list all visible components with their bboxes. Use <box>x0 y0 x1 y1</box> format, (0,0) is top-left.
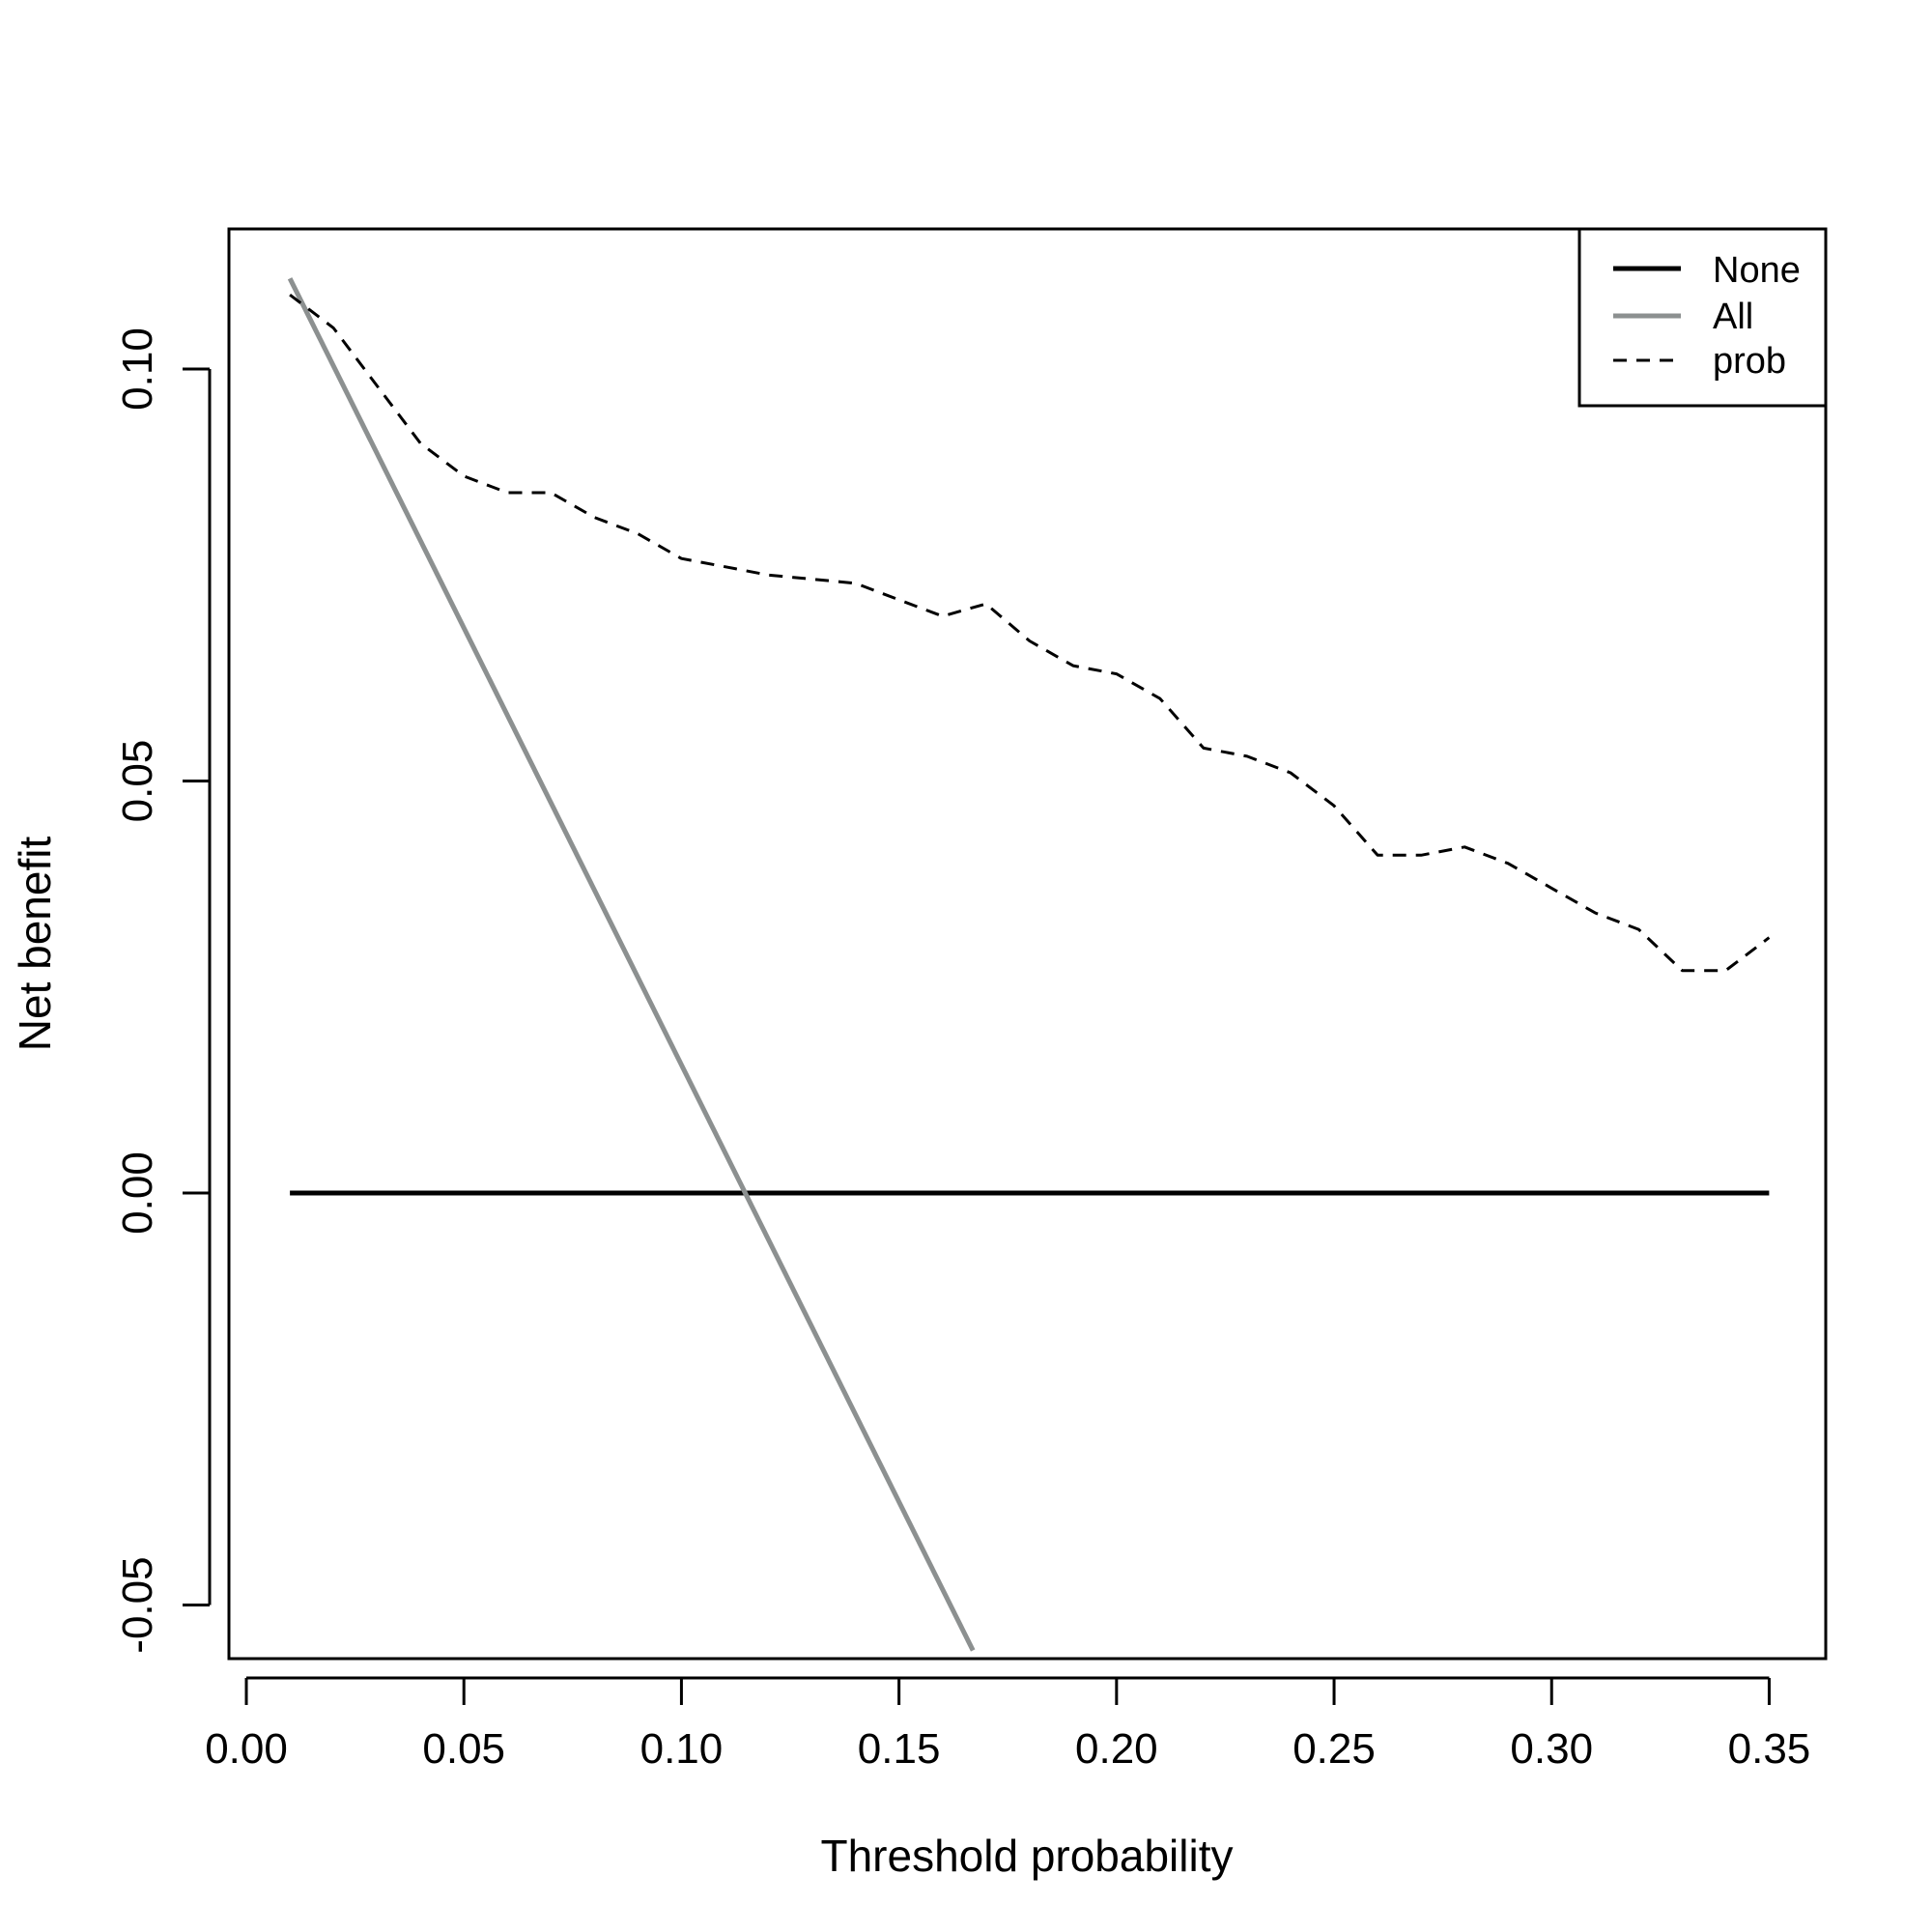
x-axis-title: Threshold probability <box>820 1831 1233 1881</box>
x-tick-label: 0.20 <box>1075 1725 1158 1773</box>
series-layer <box>287 277 1771 1652</box>
legend-label-prob: prob <box>1713 341 1786 382</box>
x-tick-label: 0.05 <box>422 1725 505 1773</box>
y-tick-label: -0.05 <box>114 1556 161 1653</box>
series-line-all <box>287 277 976 1652</box>
x-tick-label: 0.25 <box>1293 1725 1376 1773</box>
x-tick-label: 0.00 <box>205 1725 288 1773</box>
y-axis: -0.05 0.00 0.05 0.10 <box>114 327 212 1654</box>
x-tick-label: 0.15 <box>858 1725 941 1773</box>
y-tick-label: 0.00 <box>114 1151 161 1235</box>
x-axis: 0.00 0.05 0.10 0.15 0.20 0.25 0.30 0.35 <box>205 1676 1811 1773</box>
legend: None All prob <box>1577 227 1828 408</box>
legend-label-none: None <box>1713 250 1801 291</box>
x-tick-label: 0.10 <box>640 1725 724 1773</box>
y-tick-label: 0.05 <box>114 740 161 823</box>
legend-label-all: All <box>1713 297 1753 337</box>
y-tick-label: 0.10 <box>114 327 161 411</box>
plot-frame <box>227 227 1828 1661</box>
series-line-prob <box>289 294 1771 973</box>
x-tick-label: 0.30 <box>1510 1725 1593 1773</box>
y-axis-title: Net benefit <box>10 837 60 1052</box>
x-tick-label: 0.35 <box>1728 1725 1811 1773</box>
